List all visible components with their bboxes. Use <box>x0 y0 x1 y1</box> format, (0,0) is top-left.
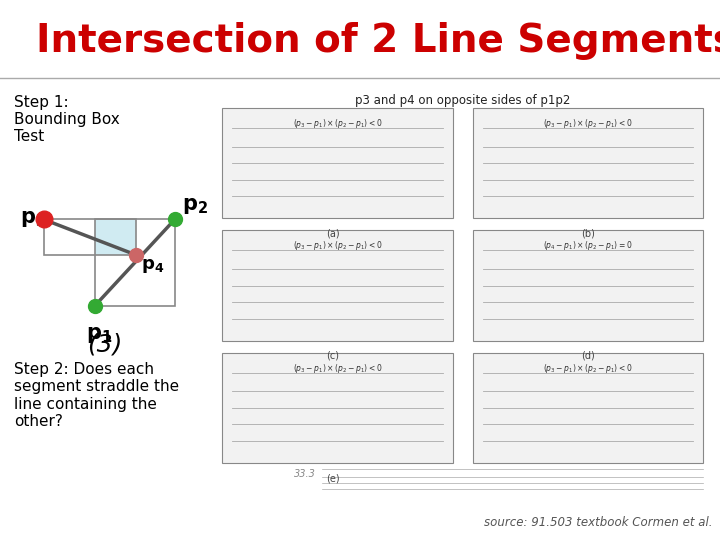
Bar <box>95 219 135 255</box>
Text: $(p_3-p_1)\times(p_2-p_1) < 0$: $(p_3-p_1)\times(p_2-p_1) < 0$ <box>293 117 382 130</box>
Text: $(p_3-p_1)\times(p_2-p_1) < 0$: $(p_3-p_1)\times(p_2-p_1) < 0$ <box>293 239 382 252</box>
Bar <box>472 353 703 463</box>
Text: (3): (3) <box>86 332 122 356</box>
Text: $\mathbf{p_4}$: $\mathbf{p_4}$ <box>140 256 164 275</box>
Bar <box>472 108 703 218</box>
Bar <box>472 231 703 341</box>
Text: (d): (d) <box>581 351 595 361</box>
Text: (e): (e) <box>325 473 339 483</box>
Text: $(p_3-p_1)\times(p_2-p_1) < 0$: $(p_3-p_1)\times(p_2-p_1) < 0$ <box>293 362 382 375</box>
Bar <box>222 108 453 218</box>
Text: $(p_3-p_1)\times(p_2-p_1) < 0$: $(p_3-p_1)\times(p_2-p_1) < 0$ <box>543 362 632 375</box>
Text: source: 91.503 textbook Cormen et al.: source: 91.503 textbook Cormen et al. <box>485 516 713 529</box>
Bar <box>95 219 175 306</box>
Text: $\mathbf{p_1}$: $\mathbf{p_1}$ <box>86 326 112 346</box>
Bar <box>222 231 453 341</box>
Bar <box>44 219 135 255</box>
Text: Step 2: Does each
segment straddle the
line containing the
other?: Step 2: Does each segment straddle the l… <box>14 362 179 429</box>
Text: (c): (c) <box>326 351 339 361</box>
Text: (a): (a) <box>325 228 339 239</box>
Text: p3 and p4 on opposite sides of p1p2: p3 and p4 on opposite sides of p1p2 <box>355 94 570 107</box>
Text: 33.3: 33.3 <box>294 469 316 479</box>
Text: (b): (b) <box>581 228 595 239</box>
Text: $\mathbf{p_2}$: $\mathbf{p_2}$ <box>181 195 207 215</box>
Text: Step 1:
Bounding Box
Test: Step 1: Bounding Box Test <box>14 94 120 144</box>
Text: $\mathbf{p_3}$: $\mathbf{p_3}$ <box>20 210 46 230</box>
Bar <box>222 353 453 463</box>
Text: $(p_4-p_1)\times(p_2-p_1) = 0$: $(p_4-p_1)\times(p_2-p_1) = 0$ <box>543 239 632 252</box>
Text: Intersection of 2 Line Segments: Intersection of 2 Line Segments <box>36 22 720 59</box>
Text: $(p_3-p_1)\times(p_2-p_1) < 0$: $(p_3-p_1)\times(p_2-p_1) < 0$ <box>543 117 632 130</box>
